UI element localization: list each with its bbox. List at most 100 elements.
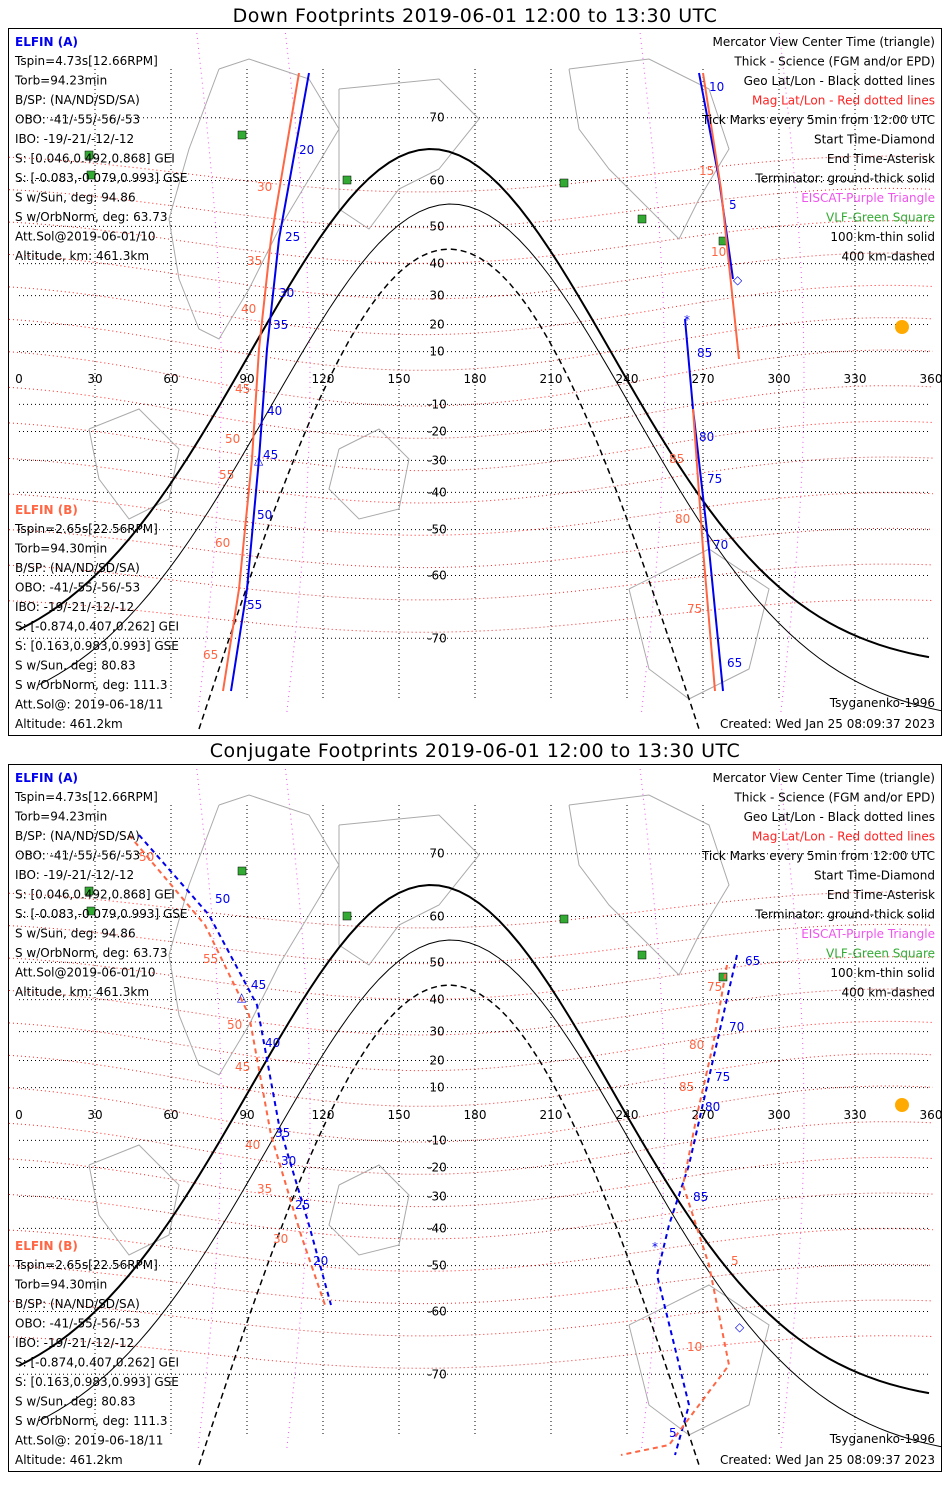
elfin-b-tick-label: 35: [247, 254, 262, 268]
lat-tick-label: -20: [427, 424, 447, 438]
center-triangle-icon: △: [254, 453, 264, 467]
lat-tick-label: -40: [427, 1221, 447, 1235]
map-canvas-conjugate: 0 30 60 90 120 150 180 210 240 270 300 330 360706050…: [9, 768, 941, 1467]
lat-tick-label: -60: [427, 1305, 447, 1319]
elfin-b-info-line: B/SP: (NA/ND/SD/SA): [15, 561, 140, 575]
lat-tick-label: -10: [427, 1133, 447, 1147]
elfin-b-tick-label: 80: [689, 1038, 704, 1052]
elfin-b-tick-label: 85: [669, 452, 684, 466]
elfin-a-tick-label: 20: [299, 143, 314, 157]
mag-parallel: [9, 923, 934, 965]
terminator-ground: [18, 148, 930, 659]
elfin-a-info-line: S: [0.046,0.492,0.868] GEI: [15, 888, 175, 902]
lon-tick-label: 30: [87, 1108, 102, 1122]
elfin-a-info-line: S: [-0.083,-0.079,0.993] GSE: [15, 171, 188, 185]
coastline: [568, 58, 730, 240]
lon-tick-label: 210: [540, 372, 563, 386]
lon-tick-label: 60: [163, 372, 178, 386]
map-panel-conjugate: 0 30 60 90 120 150 180 210 240 270 300 330 360 70 60 50…: [8, 764, 942, 1472]
elfin-a-info-line: IBO: -19/-21/-12/-12: [15, 868, 134, 882]
mag-parallel: [9, 1121, 934, 1175]
elfin-b-tick-label: 30: [257, 180, 272, 194]
coastline: [168, 794, 340, 1076]
panel-title-conjugate: Conjugate Footprints 2019-06-01 12:00 to…: [209, 740, 741, 762]
elfin-a-tick-label: 55: [247, 598, 262, 612]
elfin-a-tick-label: 70: [729, 1020, 744, 1034]
coastline: [88, 1144, 180, 1256]
elfin-a-tick-label: 20: [313, 1254, 328, 1268]
vlf-station-icon: [86, 170, 96, 180]
elfin-b-tick-label: 45: [235, 1060, 250, 1074]
elfin-b-info-line: S: [0.163,0.983,0.993] GSE: [15, 1375, 179, 1389]
sun-icon: [895, 320, 909, 334]
vlf-station-icon: [237, 866, 247, 876]
elfin-b-header: ELFIN (B): [15, 1239, 78, 1253]
lon-tick-label: 180: [464, 372, 487, 386]
elfin-b-info-line: IBO: -19/-21/-12/-12: [15, 1336, 134, 1350]
end-asterisk-icon: *: [684, 313, 690, 327]
elfin-a-tick-label: 75: [715, 1070, 730, 1084]
legend-line: VLF-Green Square: [826, 947, 935, 961]
elfin-b-track: [222, 72, 300, 692]
vlf-station-icon: [84, 150, 94, 160]
legend-line: Thick - Science (FGM and/or EPD): [733, 55, 935, 69]
mag-parallel: [9, 1228, 934, 1272]
elfin-a-info-line: Altitude, km: 461.3km: [15, 985, 149, 999]
elfin-b-info-line: S w/Sun, deg: 80.83: [15, 659, 136, 673]
lat-tick-label: 40: [429, 257, 444, 271]
lon-tick-label: 300: [768, 372, 791, 386]
mag-meridian: [639, 32, 666, 714]
lat-tick-label: -50: [427, 523, 447, 537]
created-label: Created: Wed Jan 25 08:09:37 2023: [720, 1453, 935, 1467]
elfin-b-tick-label: 85: [679, 1080, 694, 1094]
elfin-b-tick-label: 65: [203, 648, 218, 662]
elfin-b-tick-label: 10: [687, 1340, 702, 1354]
coastline: [168, 58, 340, 340]
elfin-a-info-line: Att.Sol@2019-06-01/10: [15, 230, 156, 244]
lon-tick-label: 330: [844, 1108, 867, 1122]
lat-tick-label: -50: [427, 1259, 447, 1273]
center-triangle-icon: △: [237, 990, 247, 1004]
elfin-a-tick-label: 50: [257, 508, 272, 522]
elfin-b-info-line: IBO: -19/-21/-12/-12: [15, 600, 134, 614]
coastline: [328, 428, 410, 520]
legend-line: Mag Lat/Lon - Red dotted lines: [752, 830, 935, 844]
elfin-b-info-line: Tspin=2.65s[22.56RPM]: [14, 522, 158, 536]
vlf-station-icon: [559, 914, 569, 924]
sun-icon: [895, 1098, 909, 1112]
elfin-b-info-line: B/SP: (NA/ND/SD/SA): [15, 1297, 140, 1311]
mag-meridian: [639, 768, 666, 1450]
legend-line: VLF-Green Square: [826, 211, 935, 225]
coastline: [328, 1164, 410, 1256]
elfin-a-header: ELFIN (A): [15, 35, 78, 49]
lat-tick-label: 70: [429, 111, 444, 125]
elfin-b-tick-label: 40: [241, 302, 256, 316]
legend-line: Tick Marks every 5min from 12:00 UTC: [701, 113, 935, 127]
elfin-a-header: ELFIN (A): [15, 771, 78, 785]
elfin-b-tick-label: 75: [687, 602, 702, 616]
legend-line: Mag Lat/Lon - Red dotted lines: [752, 94, 935, 108]
lat-tick-label: -30: [427, 453, 447, 467]
elfin-b-info-line: S: [-0.874,0.407,0.262] GEI: [15, 620, 179, 634]
lat-tick-label: 50: [429, 219, 444, 233]
model-label: Tsyganenko-1996: [829, 1432, 935, 1446]
coastline: [628, 1284, 770, 1436]
start-diamond-icon: ◇: [735, 1320, 745, 1334]
mag-meridian: [196, 32, 222, 714]
elfin-a-tick-label: 5: [669, 1426, 677, 1440]
elfin-b-info-line: Altitude: 461.2km: [15, 1453, 123, 1467]
elfin-b-tick-label: 50: [225, 432, 240, 446]
lon-tick-label: 60: [163, 1108, 178, 1122]
elfin-a-info-line: Att.Sol@2019-06-01/10: [15, 966, 156, 980]
elfin-a-info-line: S w/Sun, deg: 94.86: [15, 191, 136, 205]
lon-tick-label: 180: [464, 1108, 487, 1122]
vlf-station-icon: [637, 950, 647, 960]
coastline: [88, 408, 180, 520]
elfin-a-tick-label: 80: [699, 430, 714, 444]
lat-tick-label: 20: [429, 1054, 444, 1068]
elfin-a-tick-label: 35: [275, 1126, 290, 1140]
mag-parallel: [9, 1263, 934, 1305]
elfin-a-info-line: S w/Sun, deg: 94.86: [15, 927, 136, 941]
elfin-b-tick-label: 55: [203, 952, 218, 966]
vlf-station-icon: [637, 214, 647, 224]
